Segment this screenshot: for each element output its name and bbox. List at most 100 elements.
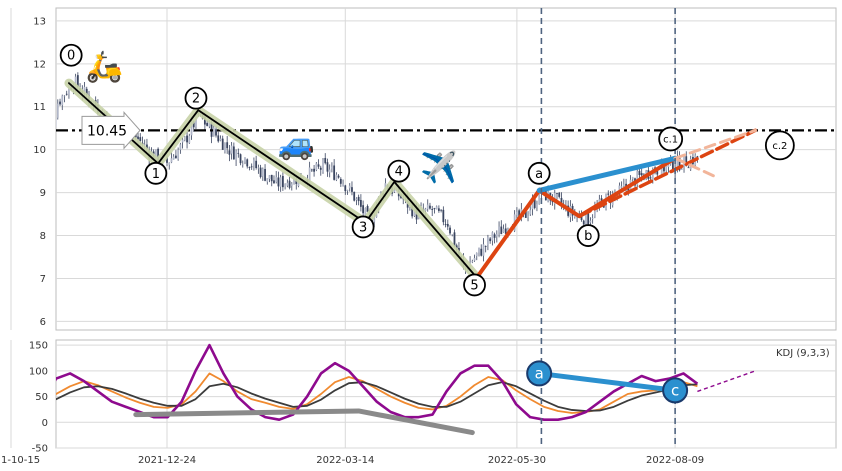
- candle-body: [261, 168, 264, 177]
- candle-body: [676, 156, 679, 168]
- wave-line: [474, 156, 678, 280]
- candle-body: [219, 138, 222, 141]
- wave-label-text: a: [535, 167, 543, 182]
- candle-body: [636, 171, 639, 185]
- wave-lines: [56, 78, 836, 283]
- candle-body: [359, 199, 362, 207]
- price-y-tick-label: 10: [33, 145, 46, 156]
- price-y-tick-label: 6: [40, 317, 46, 328]
- candle-body: [313, 168, 315, 172]
- candle-body: [224, 142, 226, 152]
- candle-body: [221, 138, 224, 150]
- wave-line: [536, 155, 678, 193]
- candle-body: [656, 171, 659, 175]
- candle-body: [322, 160, 324, 172]
- wave-label-circle: [387, 159, 411, 183]
- candle-body: [366, 206, 369, 212]
- x-tick-label: 2021-10-15: [0, 455, 40, 466]
- candle-body: [83, 86, 86, 93]
- candle-body: [286, 182, 289, 186]
- candle-body: [504, 228, 507, 234]
- candle-body: [212, 127, 215, 137]
- wave-label-circle: [576, 224, 600, 247]
- candle-body: [560, 197, 563, 205]
- candle-body: [154, 149, 157, 160]
- kdj-trend-line: [536, 370, 678, 393]
- candle-body: [640, 173, 643, 176]
- wave-label-text: c.2: [772, 141, 787, 152]
- candle-body: [157, 148, 159, 163]
- candle-body: [264, 168, 266, 181]
- candle-body: [188, 135, 191, 143]
- candle-body: [208, 121, 211, 127]
- candle-body: [649, 177, 652, 179]
- candle-body: [446, 223, 449, 227]
- candle-body: [295, 179, 298, 185]
- candle-body: [266, 178, 269, 182]
- kdj-y-tick-label: 150: [29, 341, 48, 352]
- wave-line: [68, 82, 478, 279]
- candle-body: [217, 135, 220, 142]
- candle-body: [331, 166, 333, 169]
- candle-body: [487, 237, 489, 246]
- candle-body: [364, 208, 367, 216]
- candle-body: [424, 208, 427, 212]
- candle-body: [143, 144, 146, 146]
- candle-body: [46, 150, 48, 162]
- candle-body: [56, 103, 59, 118]
- candle-body: [667, 163, 670, 168]
- candle-body: [685, 156, 688, 167]
- wave-line: [577, 128, 758, 218]
- kdj-annotation-text: a: [535, 364, 544, 382]
- x-tick-label: 2021-12-24: [138, 455, 196, 466]
- candle-body: [373, 217, 376, 222]
- candle-body: [177, 149, 180, 160]
- x-tick-label: 2022-08-09: [646, 455, 704, 466]
- candle-body: [326, 162, 329, 172]
- price-y-tick-label: 7: [40, 274, 46, 285]
- kdj-y-tick-label: 50: [35, 392, 48, 403]
- candle-body: [411, 204, 414, 217]
- candle-body: [339, 178, 342, 184]
- wave-label-circle: [184, 86, 208, 110]
- x-tick-label: 2022-05-30: [488, 455, 546, 466]
- candle-body: [500, 226, 503, 235]
- candle-body: [357, 196, 360, 202]
- candle-body: [442, 209, 445, 223]
- candle-body: [558, 192, 561, 197]
- candle-body: [453, 232, 456, 247]
- candle-body: [50, 129, 52, 140]
- candle-body: [678, 156, 681, 171]
- kdj-legend-label: KDJ (9,3,3): [776, 348, 830, 359]
- kdj-annotation-circle: [662, 377, 689, 404]
- candle-body: [580, 215, 583, 220]
- candle-body: [593, 207, 596, 217]
- candle-body: [433, 208, 436, 209]
- candle-body: [473, 257, 476, 261]
- candle-body: [166, 156, 168, 163]
- candle-body: [622, 184, 625, 187]
- kdj-annotation-text: c: [671, 381, 679, 399]
- candle-body: [665, 165, 668, 171]
- candle-body: [335, 174, 338, 181]
- candle-body: [346, 190, 349, 192]
- candle-body: [192, 121, 195, 128]
- wave-label-circle: [764, 130, 795, 161]
- candle-body: [181, 139, 184, 143]
- candle-body: [533, 199, 536, 208]
- candle-body: [531, 200, 534, 210]
- candle-body: [244, 157, 246, 162]
- kdj-lines: [56, 343, 756, 436]
- candle-body: [310, 169, 313, 171]
- candle-body: [435, 206, 438, 210]
- candle-body: [591, 217, 594, 219]
- candle-body: [257, 167, 260, 169]
- candle-body: [556, 193, 558, 194]
- candle-body: [183, 136, 186, 140]
- candle-body: [627, 186, 630, 192]
- kdj-y-tick-label: 100: [29, 366, 48, 377]
- candle-body: [337, 175, 340, 178]
- candle-body: [255, 160, 258, 168]
- wave-label-text: c.1: [663, 134, 678, 145]
